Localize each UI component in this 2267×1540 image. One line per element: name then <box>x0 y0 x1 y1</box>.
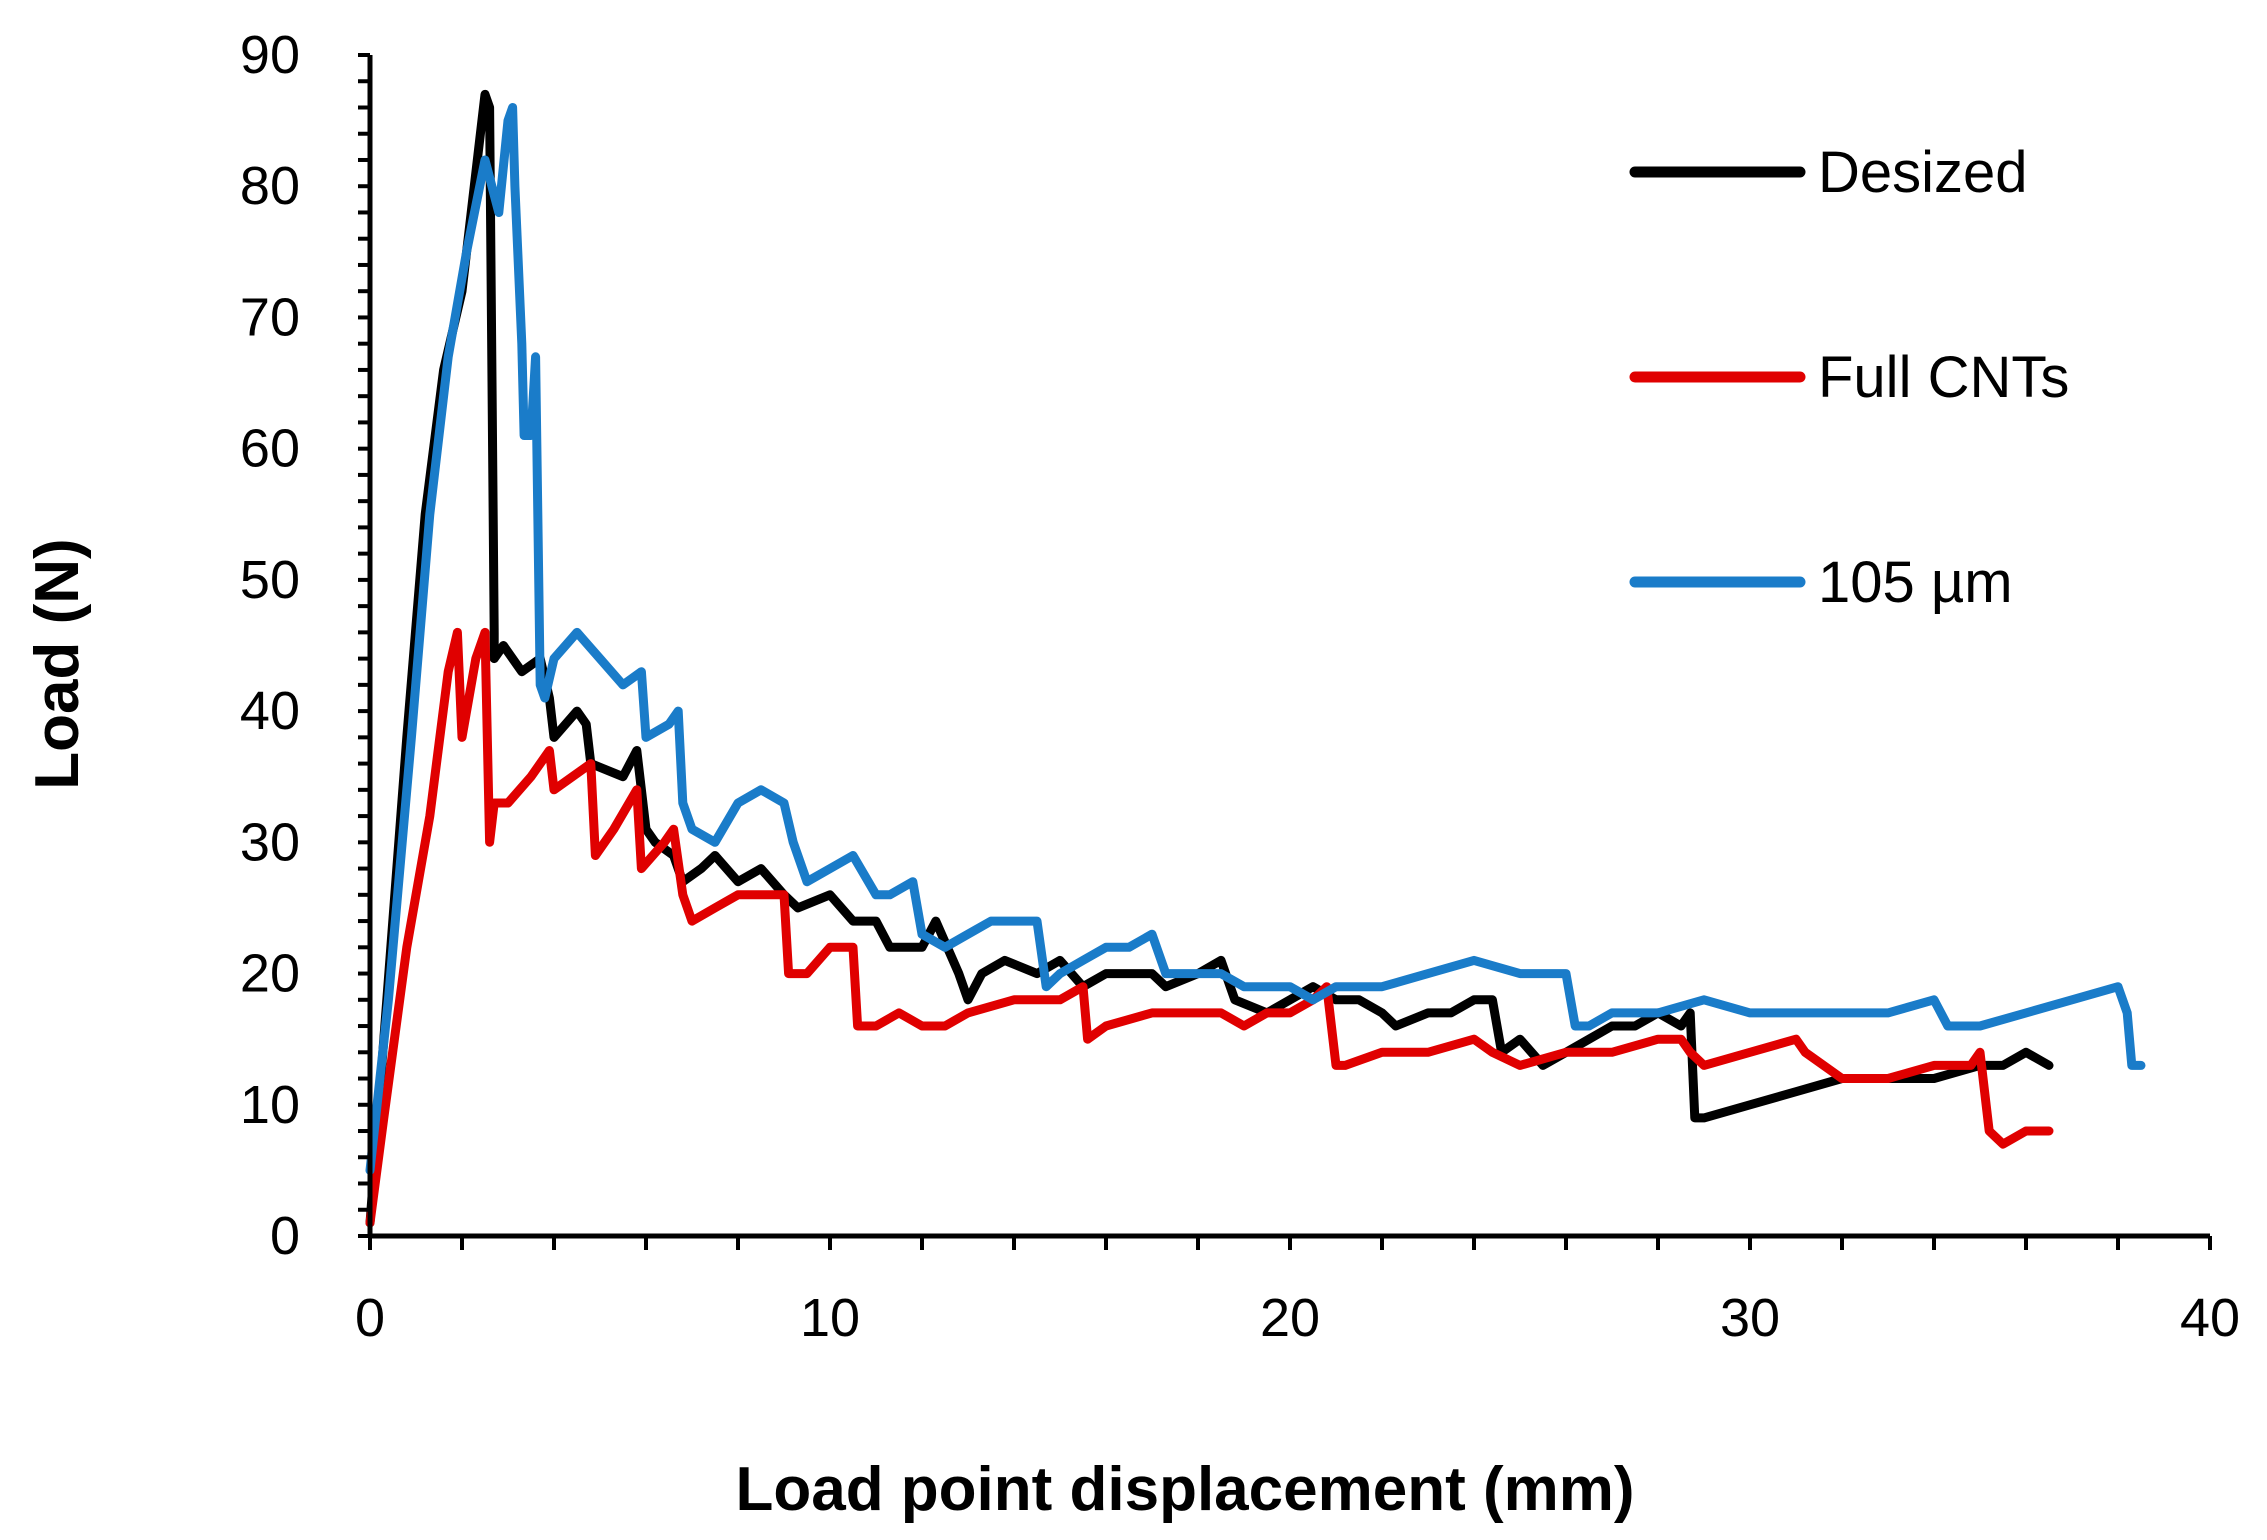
y-tick-label: 30 <box>240 812 300 872</box>
y-tick-label: 80 <box>240 156 300 216</box>
axis-layer: 0 10 20 30 40 50 60 70 80 90 0 10 20 30 40 <box>240 25 2240 1348</box>
x-tick-label: 0 <box>355 1288 385 1348</box>
series-line-1 <box>365 89 2054 1228</box>
series-layer <box>365 89 2146 1228</box>
y-tick-label: 20 <box>240 944 300 1004</box>
legend-label-2: Full CNTs <box>1818 345 2069 410</box>
legend: Desized Full CNTs 105 µm <box>1629 140 2069 615</box>
y-tick-label: 70 <box>240 287 300 347</box>
x-tick-label: 10 <box>800 1288 860 1348</box>
x-tick-label: 20 <box>1260 1288 1320 1348</box>
y-tick-label: 40 <box>240 681 300 741</box>
legend-label-1: Desized <box>1818 140 2028 205</box>
x-tick-label: 40 <box>2180 1288 2240 1348</box>
y-tick-label: 10 <box>240 1075 300 1135</box>
y-tick-label: 60 <box>240 419 300 479</box>
series-line-3 <box>365 103 2146 1175</box>
x-tick-label: 30 <box>1720 1288 1780 1348</box>
x-axis-title: Load point displacement (mm) <box>735 1455 1634 1524</box>
y-axis-title: Load (N) <box>23 538 92 789</box>
y-tick-label: 0 <box>270 1206 300 1266</box>
series-line-2 <box>365 627 2054 1228</box>
legend-label-3: 105 µm <box>1818 550 2013 615</box>
y-tick-label: 90 <box>240 25 300 85</box>
y-tick-label: 50 <box>240 550 300 610</box>
